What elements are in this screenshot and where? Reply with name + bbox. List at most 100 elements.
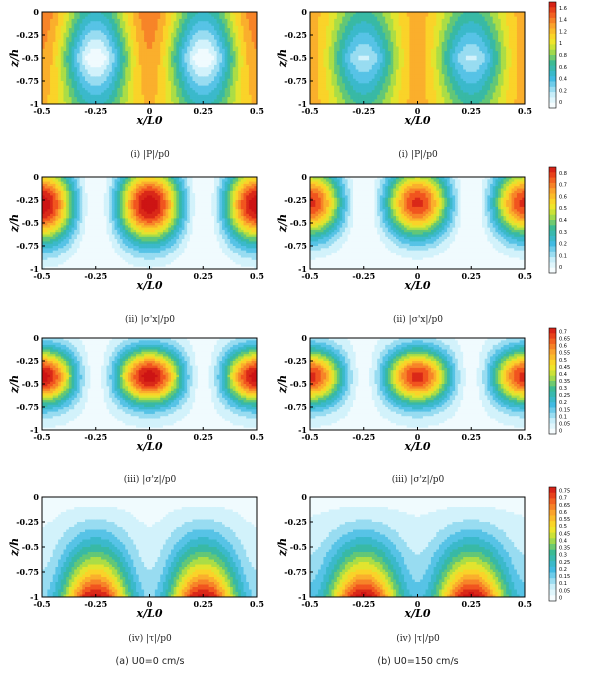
- colorbar-tick-label: 0.65: [559, 337, 570, 343]
- colorbar-tick-label: 0.55: [559, 517, 570, 523]
- colorbar-tick-label: 0.05: [559, 421, 570, 427]
- y-tick-label: 0: [33, 172, 39, 182]
- x-tick-label: 0: [147, 106, 153, 116]
- contour-field: [42, 177, 257, 269]
- y-tick-label: -0.75: [16, 567, 39, 577]
- subfigure-caption-a: (a) U0=0 cm/s: [40, 656, 260, 667]
- colorbar: 0.70.650.60.550.50.450.40.350.30.250.20.…: [548, 327, 570, 435]
- x-tick-label: -0.5: [33, 106, 50, 116]
- x-tick-label: -0.5: [301, 599, 318, 609]
- colorbar-tick-label: 0: [559, 428, 562, 434]
- colorbar-tick-label: 0: [559, 265, 562, 271]
- x-tick-label: 0: [147, 271, 153, 281]
- y-tick-label: -0.25: [16, 30, 39, 40]
- contour-panel-8: -0.5 -0.25 0 0.25 0.5 0 -0.25 -0.5 -0.75 -1 x/L0 z/…: [276, 492, 532, 620]
- x-tick-label: -0.25: [84, 106, 107, 116]
- colorbar-tick-label: 1.4: [559, 18, 567, 24]
- x-tick-label: -0.25: [84, 599, 107, 609]
- x-tick-label: 0.5: [518, 271, 532, 281]
- y-tick-label: -0.5: [22, 53, 39, 63]
- colorbar-tick-label: 0.55: [559, 351, 570, 357]
- x-tick-label: -0.25: [352, 599, 375, 609]
- y-tick-label: -1: [298, 592, 307, 602]
- y-axis-label: z/h: [276, 375, 289, 394]
- y-tick-label: -1: [30, 264, 39, 274]
- x-tick-label: 0: [147, 432, 153, 442]
- x-tick-label: 0.25: [462, 271, 481, 281]
- x-tick-label: 0.25: [462, 432, 481, 442]
- x-tick-label: -0.25: [84, 271, 107, 281]
- colorbar-tick-label: 0.3: [559, 553, 567, 559]
- x-tick-label: 0: [415, 271, 421, 281]
- colorbar-tick-label: 0.2: [559, 242, 567, 248]
- y-tick-label: -0.25: [16, 195, 39, 205]
- y-tick-label: -0.75: [284, 402, 307, 412]
- contour-field: [42, 497, 257, 597]
- y-tick-label: -1: [30, 99, 39, 109]
- y-tick-label: -0.25: [284, 356, 307, 366]
- colorbar-tick-label: 0.45: [559, 365, 570, 371]
- colorbar-tick-label: 0.3: [559, 386, 567, 392]
- colorbar-tick-label: 0: [559, 595, 562, 601]
- y-tick-label: -0.5: [290, 542, 307, 552]
- x-tick-label: 0.25: [194, 106, 213, 116]
- x-tick-label: -0.5: [33, 432, 50, 442]
- y-tick-label: -0.75: [16, 402, 39, 412]
- colorbar-tick-label: 0.1: [559, 414, 567, 420]
- y-tick-label: -0.75: [16, 76, 39, 86]
- row-caption-b-4: (iv) |τ|/p0: [318, 634, 518, 644]
- y-axis-label: z/h: [276, 49, 289, 68]
- y-tick-label: 0: [33, 333, 39, 343]
- y-axis-label: z/h: [276, 538, 289, 557]
- y-tick-label: 0: [301, 172, 307, 182]
- colorbar-tick-label: 0.4: [559, 77, 567, 83]
- x-tick-label: 0.5: [518, 432, 532, 442]
- x-tick-label: 0.25: [194, 432, 213, 442]
- y-tick-label: -0.5: [22, 542, 39, 552]
- y-tick-label: -0.25: [16, 517, 39, 527]
- colorbar-tick-label: 0.2: [559, 567, 567, 573]
- contour-panel-4: -0.5 -0.25 0 0.25 0.5 0 -0.25 -0.5 -0.75 -1 x/L0 z/…: [276, 172, 532, 292]
- x-axis-label: x/L0: [404, 440, 431, 453]
- contour-panel-2: -0.5 -0.25 0 0.25 0.5 0 -0.25 -0.5 -0.75 -1 x/L0 z/…: [276, 7, 532, 127]
- contour-panel-7: -0.5 -0.25 0 0.25 0.5 0 -0.25 -0.5 -0.75 -1 x/L0 z/…: [8, 492, 264, 620]
- colorbar-tick-label: 0.7: [559, 330, 567, 336]
- colorbar-tick-label: 0.3: [559, 230, 567, 236]
- x-axis-label: x/L0: [404, 114, 431, 127]
- colorbar-tick-label: 0.5: [559, 206, 567, 212]
- x-tick-label: 0.25: [194, 599, 213, 609]
- y-tick-label: -1: [30, 592, 39, 602]
- x-tick-label: 0: [415, 432, 421, 442]
- y-tick-label: 0: [33, 7, 39, 17]
- y-tick-label: -1: [30, 425, 39, 435]
- contour-field: [310, 338, 525, 430]
- x-tick-label: 0.5: [518, 599, 532, 609]
- colorbar-tick-label: 0.25: [559, 560, 570, 566]
- row-caption-b-1: (i) |P|/p0: [318, 150, 518, 160]
- y-tick-label: -0.5: [22, 218, 39, 228]
- colorbar-tick-label: 1: [559, 41, 562, 47]
- colorbar-tick-label: 0.2: [559, 88, 567, 94]
- x-tick-label: -0.25: [352, 432, 375, 442]
- colorbar-tick-label: 0.5: [559, 358, 567, 364]
- x-tick-label: 0.25: [462, 599, 481, 609]
- colorbar-tick-label: 0.7: [559, 183, 567, 189]
- colorbar-tick-label: 0.65: [559, 503, 570, 509]
- y-tick-label: -0.25: [284, 30, 307, 40]
- y-tick-label: -0.5: [290, 379, 307, 389]
- x-tick-label: 0.5: [518, 106, 532, 116]
- y-tick-label: -0.5: [22, 379, 39, 389]
- x-axis-label: x/L0: [136, 440, 163, 453]
- colorbar-tick-label: 0.6: [559, 65, 567, 71]
- x-tick-label: -0.5: [33, 599, 50, 609]
- x-tick-label: 0.5: [250, 599, 264, 609]
- colorbar-tick-label: 0.4: [559, 218, 567, 224]
- colorbar-tick-label: 1.2: [559, 29, 567, 35]
- colorbar-tick-label: 0.45: [559, 531, 570, 537]
- colorbar-tick-label: 0.75: [559, 489, 570, 495]
- colorbar-tick-label: 0.15: [559, 407, 570, 413]
- x-tick-label: 0: [415, 106, 421, 116]
- colorbar-tick-label: 0.35: [559, 379, 570, 385]
- colorbar-tick-label: 0.6: [559, 344, 567, 350]
